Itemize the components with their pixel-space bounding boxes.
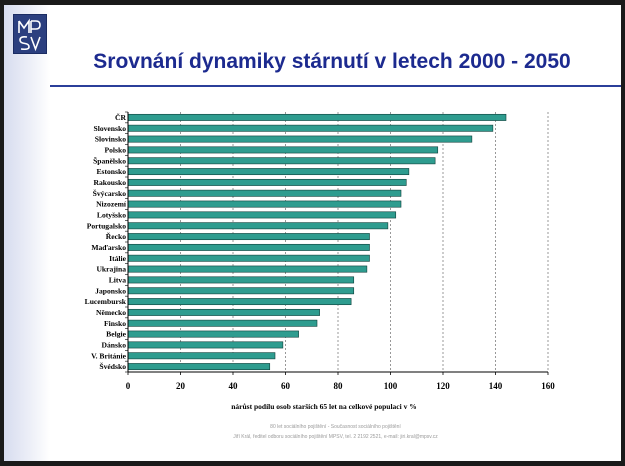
category-label: Maďarsko — [91, 243, 126, 252]
x-tick-label: 120 — [436, 381, 450, 391]
x-tick-label: 0 — [126, 381, 131, 391]
category-label: Dánsko — [102, 341, 127, 350]
x-tick-label: 80 — [334, 381, 344, 391]
bar-14 — [127, 254, 370, 262]
bar-11 — [127, 222, 389, 230]
x-tick-label: 40 — [229, 381, 239, 391]
slide: Srovnání dynamiky stárnutí v letech 2000… — [4, 5, 621, 461]
x-tick-label: 160 — [541, 381, 555, 391]
bar-7 — [127, 178, 407, 186]
category-label: Polsko — [104, 146, 126, 155]
bar-18 — [127, 298, 352, 306]
category-label: Lucembursk — [85, 297, 127, 306]
bar-6 — [127, 168, 410, 176]
x-tick-label: 60 — [281, 381, 291, 391]
bar-10 — [127, 211, 397, 219]
bar-15 — [127, 265, 368, 273]
bar-9 — [127, 200, 402, 208]
category-label: Německo — [96, 308, 126, 317]
left-band — [4, 5, 50, 461]
category-label: Rakousko — [94, 178, 127, 187]
category-label: V. Británie — [91, 351, 127, 360]
category-label: Slovinsko — [95, 135, 126, 144]
slide-title: Srovnání dynamiky stárnutí v letech 2000… — [93, 50, 571, 73]
bar-16 — [127, 276, 355, 284]
footer-line-2: Jiří Král, ředitel odboru sociálního poj… — [233, 434, 438, 440]
category-label: Nizozemí — [96, 200, 127, 209]
bar-22 — [127, 341, 284, 349]
bar-3 — [127, 135, 473, 143]
category-label: Belgie — [106, 330, 126, 339]
bar-8 — [127, 189, 402, 197]
category-label: Estonsko — [96, 167, 126, 176]
x-tick-label: 140 — [489, 381, 503, 391]
category-label: Finsko — [104, 319, 126, 328]
category-label: Itálie — [109, 254, 127, 263]
title-underline — [50, 85, 621, 87]
category-label: Řecko — [106, 231, 126, 241]
bar-2 — [127, 124, 494, 132]
x-tick-label: 100 — [384, 381, 398, 391]
bar-21 — [127, 330, 299, 338]
bar-4 — [127, 146, 439, 154]
bar-19 — [127, 308, 320, 316]
bar-20 — [127, 319, 318, 327]
footer-line-1: 80 let sociálního pojištění - Současnost… — [270, 424, 401, 430]
category-label: Portugalsko — [87, 221, 126, 230]
category-label: Švýcarsko — [93, 188, 127, 198]
category-label: Lotyšsko — [97, 211, 126, 220]
mpsv-logo — [13, 14, 47, 54]
bar-12 — [127, 233, 370, 241]
category-label: Litva — [109, 276, 127, 285]
category-label: Slovensko — [94, 124, 127, 133]
category-label: Španělsko — [93, 155, 126, 165]
bar-24 — [127, 363, 271, 371]
bar-1 — [127, 113, 507, 121]
bar-23 — [127, 352, 276, 360]
bar-5 — [127, 157, 436, 165]
category-label: ČR — [115, 112, 126, 122]
category-label: Japonsko — [95, 286, 126, 295]
bar-17 — [127, 287, 355, 295]
category-label: Švédsko — [99, 361, 126, 371]
x-tick-label: 20 — [176, 381, 186, 391]
category-label: Ukrajina — [96, 265, 126, 274]
x-axis-title: nárůst podílu osob starších 65 let na ce… — [231, 402, 416, 411]
bar-13 — [127, 243, 370, 251]
